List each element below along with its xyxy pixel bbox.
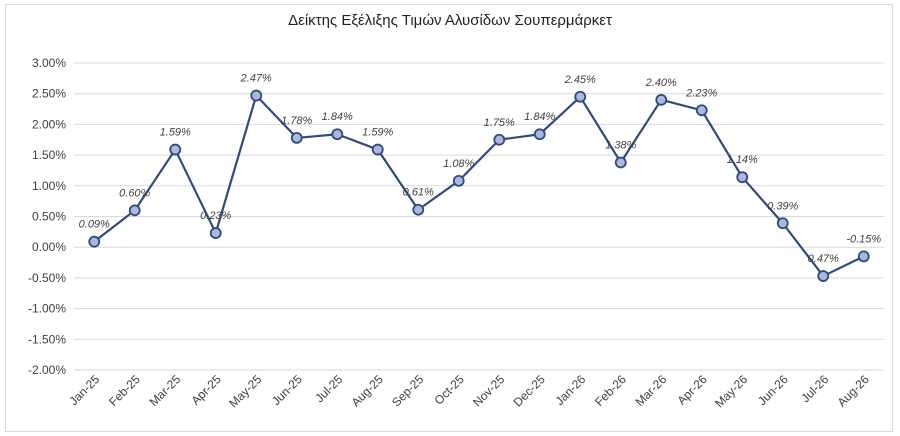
chart-title: Δείκτης Εξέλιξης Τιμών Αλυσίδων Σουπερμά…: [288, 12, 612, 29]
data-point: [371, 143, 384, 156]
data-label: 1.59%: [362, 127, 393, 139]
x-tick-label: Aug-26: [835, 372, 872, 409]
data-point: [655, 93, 668, 106]
data-label: 0.60%: [119, 187, 150, 199]
y-tick-label: 2.00%: [32, 117, 66, 131]
x-tick-label: Jan-26: [553, 372, 589, 408]
data-label: 1.14%: [727, 154, 758, 166]
x-tick-label: Apr-26: [674, 372, 710, 408]
x-tick-label: Oct-25: [432, 372, 468, 408]
data-point: [574, 90, 587, 103]
y-tick-label: -0.50%: [28, 271, 66, 285]
x-tick-label: Jul-26: [798, 372, 831, 405]
y-tick-label: 0.00%: [32, 240, 66, 254]
data-point: [209, 227, 222, 239]
data-point: [88, 235, 101, 248]
x-tick-label: Jan-25: [67, 372, 103, 408]
data-point: [290, 132, 303, 144]
data-label: 0.09%: [79, 219, 110, 231]
y-tick-label: 0.50%: [32, 210, 66, 224]
x-tick-label: Feb-25: [106, 372, 143, 409]
x-tick-label: Feb-26: [592, 372, 629, 409]
data-label: 1.59%: [160, 127, 191, 139]
data-label: 1.75%: [484, 117, 515, 129]
x-tick-label: Mar-25: [147, 372, 184, 409]
data-point: [695, 104, 708, 117]
x-tick-label: Jul-25: [312, 372, 345, 405]
data-point: [857, 250, 870, 263]
data-point: [533, 128, 546, 141]
data-label: 0.47%: [808, 253, 839, 265]
chart-frame: [5, 4, 893, 432]
data-point: [412, 203, 425, 216]
y-tick-label: 1.50%: [32, 148, 66, 162]
y-tick-label: -1.50%: [28, 332, 66, 346]
data-label: 2.23%: [685, 87, 717, 99]
x-tick-label: Nov-25: [470, 372, 507, 409]
series-line: [93, 94, 865, 278]
data-point: [250, 89, 263, 102]
data-label: 1.38%: [605, 139, 636, 151]
data-point: [817, 270, 830, 282]
x-tick-label: Jun-25: [269, 372, 305, 408]
y-tick-label: 2.50%: [32, 87, 66, 101]
data-point: [331, 128, 344, 141]
x-tick-label: May-25: [226, 372, 264, 410]
data-point: [776, 217, 789, 230]
y-tick-label: -1.00%: [28, 302, 66, 316]
data-label: 2.45%: [564, 74, 596, 86]
data-label: 1.08%: [443, 158, 474, 170]
data-point: [614, 156, 627, 169]
data-label: 0.39%: [767, 200, 798, 212]
y-tick-label: 3.00%: [32, 56, 66, 70]
data-label: 1.84%: [524, 111, 555, 123]
data-label: 1.84%: [322, 111, 353, 123]
data-label: 0.61%: [403, 187, 434, 199]
x-tick-label: Dec-25: [511, 372, 548, 409]
y-tick-label: -2.00%: [28, 363, 66, 377]
x-tick-label: Jun-26: [755, 372, 791, 408]
data-label: -0.15%: [846, 233, 881, 245]
data-point: [169, 143, 182, 156]
data-point: [736, 171, 749, 184]
data-label: 2.47%: [240, 73, 272, 85]
x-tick-label: May-26: [712, 372, 750, 410]
x-tick-label: Mar-26: [633, 372, 670, 409]
x-tick-label: Aug-25: [349, 372, 386, 409]
data-label: 0.23%: [200, 210, 231, 222]
x-tick-label: Apr-25: [188, 372, 224, 408]
y-tick-label: 1.00%: [32, 179, 66, 193]
data-point: [128, 204, 141, 217]
x-tick-label: Sep-25: [389, 372, 426, 409]
data-point: [452, 174, 465, 187]
data-label: 2.40%: [645, 77, 677, 89]
data-point: [493, 133, 506, 146]
data-label: 1.78%: [281, 115, 312, 127]
